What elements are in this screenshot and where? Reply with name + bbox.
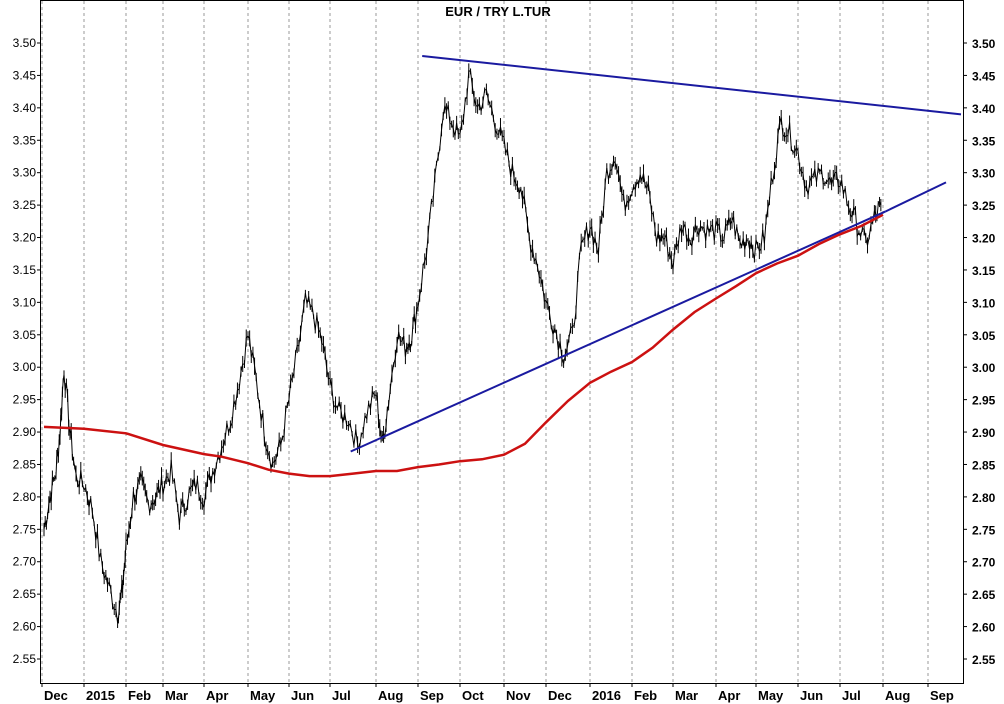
y-tick-label-right: 2.75 [972,523,996,537]
y-tick-label-left: 3.00 [13,360,37,374]
y-tick-label-right: 3.10 [972,296,996,310]
y-axis-right: 3.50 3.45 3.40 3.35 3.30 3.25 3.20 3.15 3.10 3.05… [963,37,996,667]
y-tick-label-right: 3.25 [972,199,996,213]
y-tick-label-right: 2.55 [972,653,996,667]
x-tick-label: Dec [548,688,572,703]
y-tick-label-left: 2.95 [13,393,37,407]
y-tick-label-left: 3.50 [13,36,37,50]
x-tick-label: Aug [378,688,403,703]
y-tick-label-right: 3.30 [972,167,996,181]
y-tick-label-left: 3.45 [13,68,37,82]
x-tick-label: Jun [291,688,314,703]
y-tick-label-right: 2.60 [972,621,996,635]
x-tick-label: Jul [842,688,861,703]
y-tick-label-right: 3.50 [972,37,996,51]
x-tick-label: Sep [930,688,954,703]
y-tick-label-left: 3.10 [13,295,37,309]
x-tick-label: Dec [44,688,68,703]
plot-frame [40,0,964,684]
x-tick-label: 2015 [86,688,115,703]
chart-title: EUR / TRY L.TUR [445,4,551,19]
price-series [43,63,882,629]
y-tick-label-left: 2.60 [13,620,37,634]
y-tick-label-right: 3.40 [972,102,996,116]
x-tick-label: May [250,688,276,703]
y-tick-label-left: 3.40 [13,101,37,115]
moving-average-line [43,213,884,478]
y-tick-label-right: 3.45 [972,69,996,83]
x-tick-label: Aug [885,688,910,703]
x-tick-label: Apr [206,688,228,703]
y-tick-label-right: 2.70 [972,556,996,570]
x-tick-label: 2016 [592,688,621,703]
trendline-4 [422,54,962,116]
x-tick-label: Jun [800,688,823,703]
series-layer [43,54,962,629]
y-tick-label-right: 3.35 [972,134,996,148]
trendline-2 [350,210,886,453]
trendline-3 [884,181,947,213]
y-tick-label-left: 3.25 [13,198,37,212]
x-tick-label: May [758,688,784,703]
y-tick-label-left: 3.05 [13,328,37,342]
axis-layer [40,0,964,684]
x-tick-label: Nov [506,688,531,703]
y-tick-label-left: 3.30 [13,166,37,180]
y-tick-label-left: 2.90 [13,425,37,439]
y-tick-label-right: 2.65 [972,588,996,602]
x-tick-label: Jul [332,688,351,703]
x-tick-label: Apr [718,688,740,703]
x-tick-label: Mar [165,688,188,703]
x-tick-label: Oct [462,688,484,703]
y-tick-label-left: 3.20 [13,231,37,245]
x-tick-label: Sep [420,688,444,703]
x-tick-label: Feb [128,688,151,703]
y-tick-label-left: 2.75 [13,522,37,536]
y-tick-label-right: 3.00 [972,361,996,375]
y-tick-label-right: 2.95 [972,394,996,408]
y-tick-label-left: 2.55 [13,652,37,666]
y-tick-label-right: 3.05 [972,329,996,343]
y-tick-label-right: 2.85 [972,458,996,472]
y-tick-label-left: 2.80 [13,490,37,504]
y-tick-label-left: 3.15 [13,263,37,277]
price-line [43,69,882,624]
x-tick-label: Mar [675,688,698,703]
y-tick-label-right: 3.20 [972,232,996,246]
y-tick-label-left: 3.35 [13,133,37,147]
y-tick-label-right: 2.80 [972,491,996,505]
y-tick-label-left: 2.65 [13,587,37,601]
y-tick-label-left: 2.85 [13,457,37,471]
y-axis-left: 3.50 3.45 3.40 3.35 3.30 3.25 3.20 3.15 3.10 3.05… [13,36,41,666]
x-axis: Dec 2015 Feb Mar Apr May Jun Jul Aug Sep Oct Nov Dec… [41,683,954,703]
y-tick-label-left: 2.70 [13,555,37,569]
y-tick-label-right: 2.90 [972,426,996,440]
x-tick-label: Feb [634,688,657,703]
y-tick-label-right: 3.15 [972,264,996,278]
